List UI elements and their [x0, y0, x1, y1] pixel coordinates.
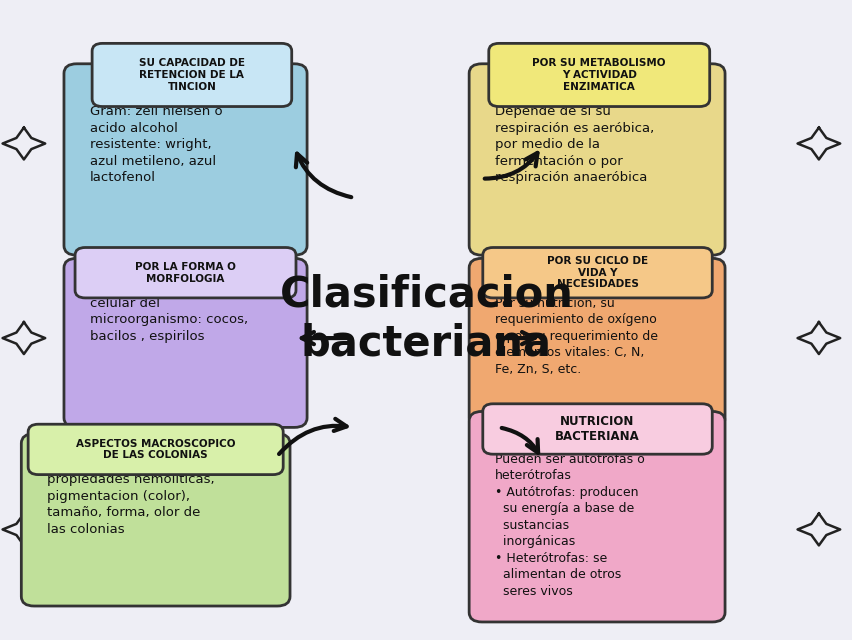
Text: propiedades hemoliticas,
pigmentacion (color),
tamaño, forma, olor de
las coloni: propiedades hemoliticas, pigmentacion (c… — [47, 474, 215, 536]
FancyBboxPatch shape — [482, 248, 711, 298]
Text: Pueden ser autótrofas o
heterótrofas
• Autótrofas: producen
  su energía a base : Pueden ser autótrofas o heterótrofas • A… — [494, 453, 644, 598]
FancyArrowPatch shape — [501, 428, 538, 452]
FancyBboxPatch shape — [21, 434, 290, 606]
Text: Gram: zeil nielsen o
acido alcohol
resistente: wright,
azul metileno, azul
lacto: Gram: zeil nielsen o acido alcohol resis… — [89, 105, 222, 184]
FancyArrowPatch shape — [501, 332, 533, 344]
Text: SU CAPACIDAD DE
RETENCION DE LA
TINCION: SU CAPACIDAD DE RETENCION DE LA TINCION — [139, 58, 245, 92]
Text: POR SU METABOLISMO
Y ACTIVIDAD
ENZIMATICA: POR SU METABOLISMO Y ACTIVIDAD ENZIMATIC… — [532, 58, 665, 92]
FancyBboxPatch shape — [64, 64, 307, 255]
FancyBboxPatch shape — [28, 424, 283, 475]
FancyBboxPatch shape — [92, 44, 291, 106]
FancyBboxPatch shape — [482, 404, 711, 454]
FancyBboxPatch shape — [488, 44, 709, 106]
FancyBboxPatch shape — [75, 248, 296, 298]
Text: Por su nutrición, su
requerimiento de oxígeno
o por su requerimiento de
elemento: Por su nutrición, su requerimiento de ox… — [494, 296, 657, 376]
FancyBboxPatch shape — [64, 259, 307, 428]
Text: Clasificacion
bacteriana: Clasificacion bacteriana — [279, 274, 573, 364]
FancyBboxPatch shape — [469, 259, 724, 428]
FancyBboxPatch shape — [469, 412, 724, 622]
Text: NUTRICION
BACTERIANA: NUTRICION BACTERIANA — [555, 415, 639, 443]
FancyBboxPatch shape — [469, 64, 724, 255]
Text: POR SU CICLO DE
VIDA Y
NECESIDADES: POR SU CICLO DE VIDA Y NECESIDADES — [546, 256, 648, 289]
Text: Depende de si su
respiración es aeróbica,
por medio de la
fermentación o por
res: Depende de si su respiración es aeróbica… — [494, 105, 653, 184]
FancyArrowPatch shape — [484, 153, 537, 179]
Text: celular del
microorganismo: cocos,
bacilos , espirilos: celular del microorganismo: cocos, bacil… — [89, 296, 247, 342]
Text: POR LA FORMA O
MORFOLOGIA: POR LA FORMA O MORFOLOGIA — [135, 262, 236, 284]
Text: ASPECTOS MACROSCOPICO
DE LAS COLONIAS: ASPECTOS MACROSCOPICO DE LAS COLONIAS — [76, 438, 235, 460]
FancyArrowPatch shape — [296, 154, 351, 197]
FancyArrowPatch shape — [279, 419, 346, 454]
FancyArrowPatch shape — [302, 332, 351, 344]
